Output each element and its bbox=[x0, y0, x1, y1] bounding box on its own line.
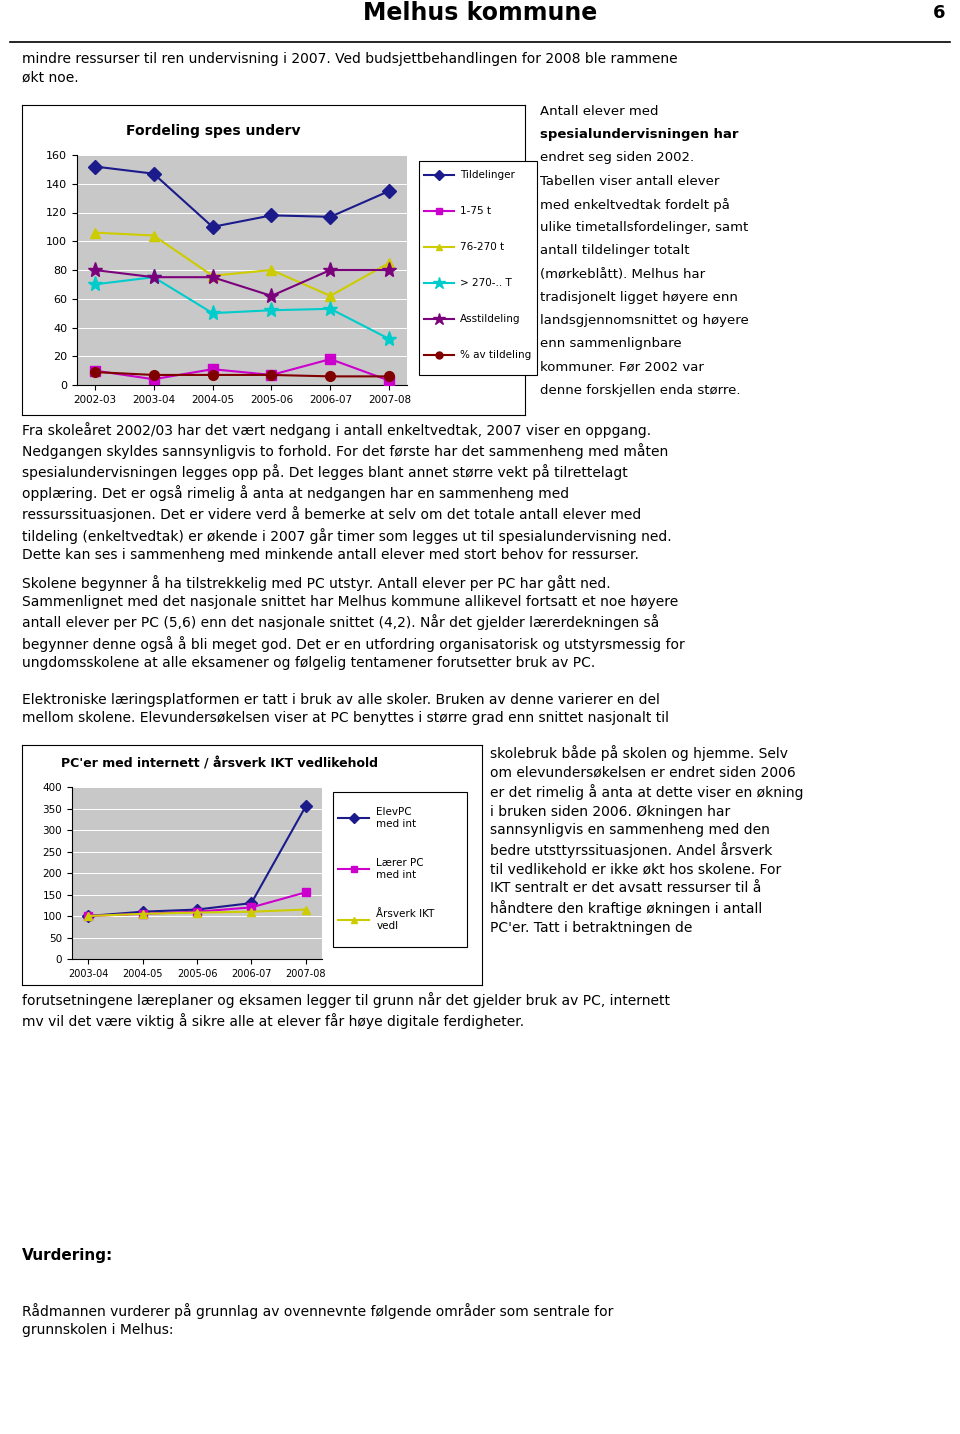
Text: Tildelinger: Tildelinger bbox=[460, 169, 515, 179]
Text: denne forskjellen enda større.: denne forskjellen enda større. bbox=[540, 384, 740, 397]
Text: Fra skoleåret 2002/03 har det vært nedgang i antall enkeltvedtak, 2007 viser en : Fra skoleåret 2002/03 har det vært nedga… bbox=[22, 422, 672, 562]
Text: enn sammenlignbare: enn sammenlignbare bbox=[540, 337, 682, 350]
Text: med enkeltvedtak fordelt på: med enkeltvedtak fordelt på bbox=[540, 198, 730, 212]
Text: endret seg siden 2002.: endret seg siden 2002. bbox=[540, 152, 694, 165]
FancyBboxPatch shape bbox=[420, 162, 537, 374]
Text: mindre ressurser til ren undervisning i 2007. Ved budsjettbehandlingen for 2008 : mindre ressurser til ren undervisning i … bbox=[22, 52, 678, 85]
Text: 76-270 t: 76-270 t bbox=[460, 242, 504, 252]
Text: (mørkeblått). Melhus har: (mørkeblått). Melhus har bbox=[540, 268, 706, 281]
Text: ulike timetallsfordelinger, samt: ulike timetallsfordelinger, samt bbox=[540, 221, 748, 234]
Text: Skolene begynner å ha tilstrekkelig med PC utstyr. Antall elever per PC har gått: Skolene begynner å ha tilstrekkelig med … bbox=[22, 575, 684, 670]
Text: Vurdering:: Vurdering: bbox=[22, 1248, 113, 1263]
Text: % av tildeling: % av tildeling bbox=[460, 350, 531, 360]
Text: skolebruk både på skolen og hjemme. Selv
om elevundersøkelsen er endret siden 20: skolebruk både på skolen og hjemme. Selv… bbox=[490, 746, 804, 935]
Text: > 270-.. T: > 270-.. T bbox=[460, 278, 512, 288]
Text: Rådmannen vurderer på grunnlag av ovennevnte følgende områder som sentrale for
g: Rådmannen vurderer på grunnlag av ovenne… bbox=[22, 1302, 613, 1336]
Text: Antall elever med: Antall elever med bbox=[540, 105, 659, 118]
Text: Tabellen viser antall elever: Tabellen viser antall elever bbox=[540, 175, 719, 188]
Text: Melhus kommune: Melhus kommune bbox=[363, 1, 597, 24]
Text: ElevPC
med int: ElevPC med int bbox=[376, 807, 417, 829]
Text: Elektroniske læringsplatformen er tatt i bruk av alle skoler. Bruken av denne va: Elektroniske læringsplatformen er tatt i… bbox=[22, 693, 669, 726]
FancyBboxPatch shape bbox=[333, 792, 468, 948]
Text: Fordeling spes underv: Fordeling spes underv bbox=[126, 123, 300, 138]
Text: forutsetningene læreplaner og eksamen legger til grunn når det gjelder bruk av P: forutsetningene læreplaner og eksamen le… bbox=[22, 992, 670, 1030]
Text: 1-75 t: 1-75 t bbox=[460, 205, 491, 215]
Text: Lærer PC
med int: Lærer PC med int bbox=[376, 858, 423, 880]
Text: antall tildelinger totalt: antall tildelinger totalt bbox=[540, 245, 689, 258]
Text: tradisjonelt ligget høyere enn: tradisjonelt ligget høyere enn bbox=[540, 291, 738, 304]
Text: Årsverk IKT
vedl: Årsverk IKT vedl bbox=[376, 909, 435, 931]
Text: spesialundervisningen har: spesialundervisningen har bbox=[540, 128, 738, 142]
Text: PC'er med internett / årsverk IKT vedlikehold: PC'er med internett / årsverk IKT vedlik… bbox=[61, 757, 378, 770]
Text: 6: 6 bbox=[933, 4, 946, 22]
Text: Asstildeling: Asstildeling bbox=[460, 314, 520, 324]
Text: kommuner. Før 2002 var: kommuner. Før 2002 var bbox=[540, 361, 704, 374]
Text: landsgjennomsnittet og høyere: landsgjennomsnittet og høyere bbox=[540, 314, 749, 327]
